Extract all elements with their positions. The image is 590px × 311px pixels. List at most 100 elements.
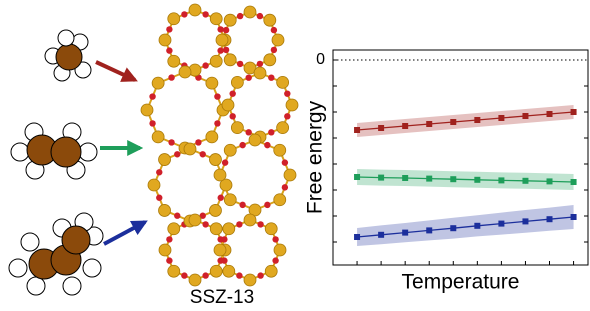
silicon-atom bbox=[216, 34, 228, 46]
silicon-atom bbox=[224, 144, 236, 156]
silicon-atom bbox=[224, 54, 236, 66]
arrow bbox=[104, 222, 145, 244]
silicon-atom bbox=[189, 214, 201, 226]
silicon-atom bbox=[244, 6, 256, 18]
silicon-atom bbox=[272, 34, 284, 46]
data-point bbox=[571, 214, 577, 220]
oxygen-atom bbox=[271, 47, 277, 53]
oxygen-atom bbox=[239, 202, 245, 208]
oxygen-atom bbox=[284, 90, 290, 96]
data-point bbox=[426, 227, 432, 233]
data-point bbox=[571, 109, 577, 115]
molecule-propane bbox=[9, 213, 103, 295]
silicon-atom bbox=[277, 122, 289, 134]
oxygen-atom bbox=[174, 151, 180, 157]
silicon-atom bbox=[277, 76, 289, 88]
oxygen-atom bbox=[218, 195, 224, 201]
silicon-atom bbox=[223, 223, 235, 235]
silicon-atom bbox=[264, 14, 276, 26]
data-point bbox=[522, 113, 528, 119]
oxygen-atom bbox=[245, 129, 251, 135]
silicon-atom bbox=[206, 77, 218, 89]
oxygen-atom bbox=[181, 11, 187, 17]
silicon-atom bbox=[274, 244, 286, 256]
oxygen-atom bbox=[214, 93, 220, 99]
oxygen-atom bbox=[239, 142, 245, 148]
silicon-atom bbox=[209, 154, 221, 166]
oxygen-atom bbox=[257, 13, 263, 19]
molecule-ethane bbox=[11, 123, 97, 179]
zeolite-structure bbox=[141, 4, 298, 286]
oxygen-atom bbox=[264, 202, 270, 208]
oxygen-atom bbox=[202, 11, 208, 17]
silicon-atom bbox=[224, 14, 236, 26]
y-axis-label: Free energy bbox=[304, 100, 327, 214]
silicon-atom bbox=[222, 99, 234, 111]
data-point bbox=[426, 176, 432, 182]
oxygen-atom bbox=[223, 47, 229, 53]
y-tick-label: 0 bbox=[316, 51, 325, 68]
oxygen-atom bbox=[264, 142, 270, 148]
oxygen-atom bbox=[156, 169, 162, 175]
silicon-atom bbox=[159, 34, 171, 46]
oxygen-atom bbox=[149, 120, 155, 126]
oxygen-atom bbox=[166, 26, 172, 32]
data-point bbox=[474, 177, 480, 183]
oxygen-atom bbox=[272, 257, 278, 263]
oxygen-atom bbox=[229, 113, 235, 119]
oxygen-atom bbox=[257, 61, 263, 67]
silicon-atom bbox=[168, 265, 180, 277]
data-point bbox=[354, 234, 360, 240]
oxygen-atom bbox=[223, 27, 229, 33]
silicon-atom bbox=[274, 194, 286, 206]
silicon-atom bbox=[206, 131, 218, 143]
data-point bbox=[354, 174, 360, 180]
silicon-atom bbox=[274, 144, 286, 156]
silicon-atom bbox=[168, 223, 180, 235]
silicon-atom bbox=[159, 204, 171, 216]
oxygen-atom bbox=[202, 221, 208, 227]
oxygen-atom bbox=[214, 120, 220, 126]
data-point bbox=[426, 121, 432, 127]
silicon-atom bbox=[231, 76, 243, 88]
oxygen-atom bbox=[222, 159, 228, 165]
silicon-atom bbox=[210, 223, 222, 235]
silicon-atom bbox=[152, 131, 164, 143]
oxygen-atom bbox=[245, 74, 251, 80]
silicon-atom bbox=[210, 13, 222, 25]
silicon-atom bbox=[210, 265, 222, 277]
data-point bbox=[450, 176, 456, 182]
oxygen-atom bbox=[237, 13, 243, 19]
data-point bbox=[498, 221, 504, 227]
data-point bbox=[354, 127, 360, 133]
silicon-atom bbox=[249, 134, 261, 146]
oxygen-atom bbox=[236, 272, 242, 278]
silicon-atom bbox=[152, 77, 164, 89]
oxygen-atom bbox=[268, 74, 274, 80]
data-point bbox=[547, 216, 553, 222]
silicon-atom bbox=[189, 4, 201, 16]
data-point bbox=[522, 178, 528, 184]
oxygen-atom bbox=[217, 47, 223, 53]
oxygen-atom bbox=[272, 236, 278, 242]
oxygen-atom bbox=[166, 236, 172, 242]
silicon-atom bbox=[148, 179, 160, 191]
silicon-atom bbox=[141, 104, 153, 116]
oxygen-atom bbox=[221, 257, 227, 263]
silicon-atom bbox=[244, 274, 256, 286]
data-point bbox=[498, 115, 504, 121]
figure: SSZ-13 0TemperatureFree energy bbox=[0, 0, 590, 311]
silicon-atom bbox=[264, 54, 276, 66]
oxygen-atom bbox=[166, 47, 172, 53]
oxygen-atom bbox=[229, 90, 235, 96]
oxygen-atom bbox=[268, 129, 274, 135]
silicon-atom bbox=[265, 223, 277, 235]
data-point bbox=[547, 111, 553, 117]
silicon-atom bbox=[209, 204, 221, 216]
silicon-atom bbox=[210, 55, 222, 67]
oxygen-atom bbox=[202, 62, 208, 68]
silicon-atom bbox=[189, 274, 201, 286]
oxygen-atom bbox=[168, 74, 174, 80]
oxygen-atom bbox=[200, 151, 206, 157]
oxygen-atom bbox=[202, 272, 208, 278]
